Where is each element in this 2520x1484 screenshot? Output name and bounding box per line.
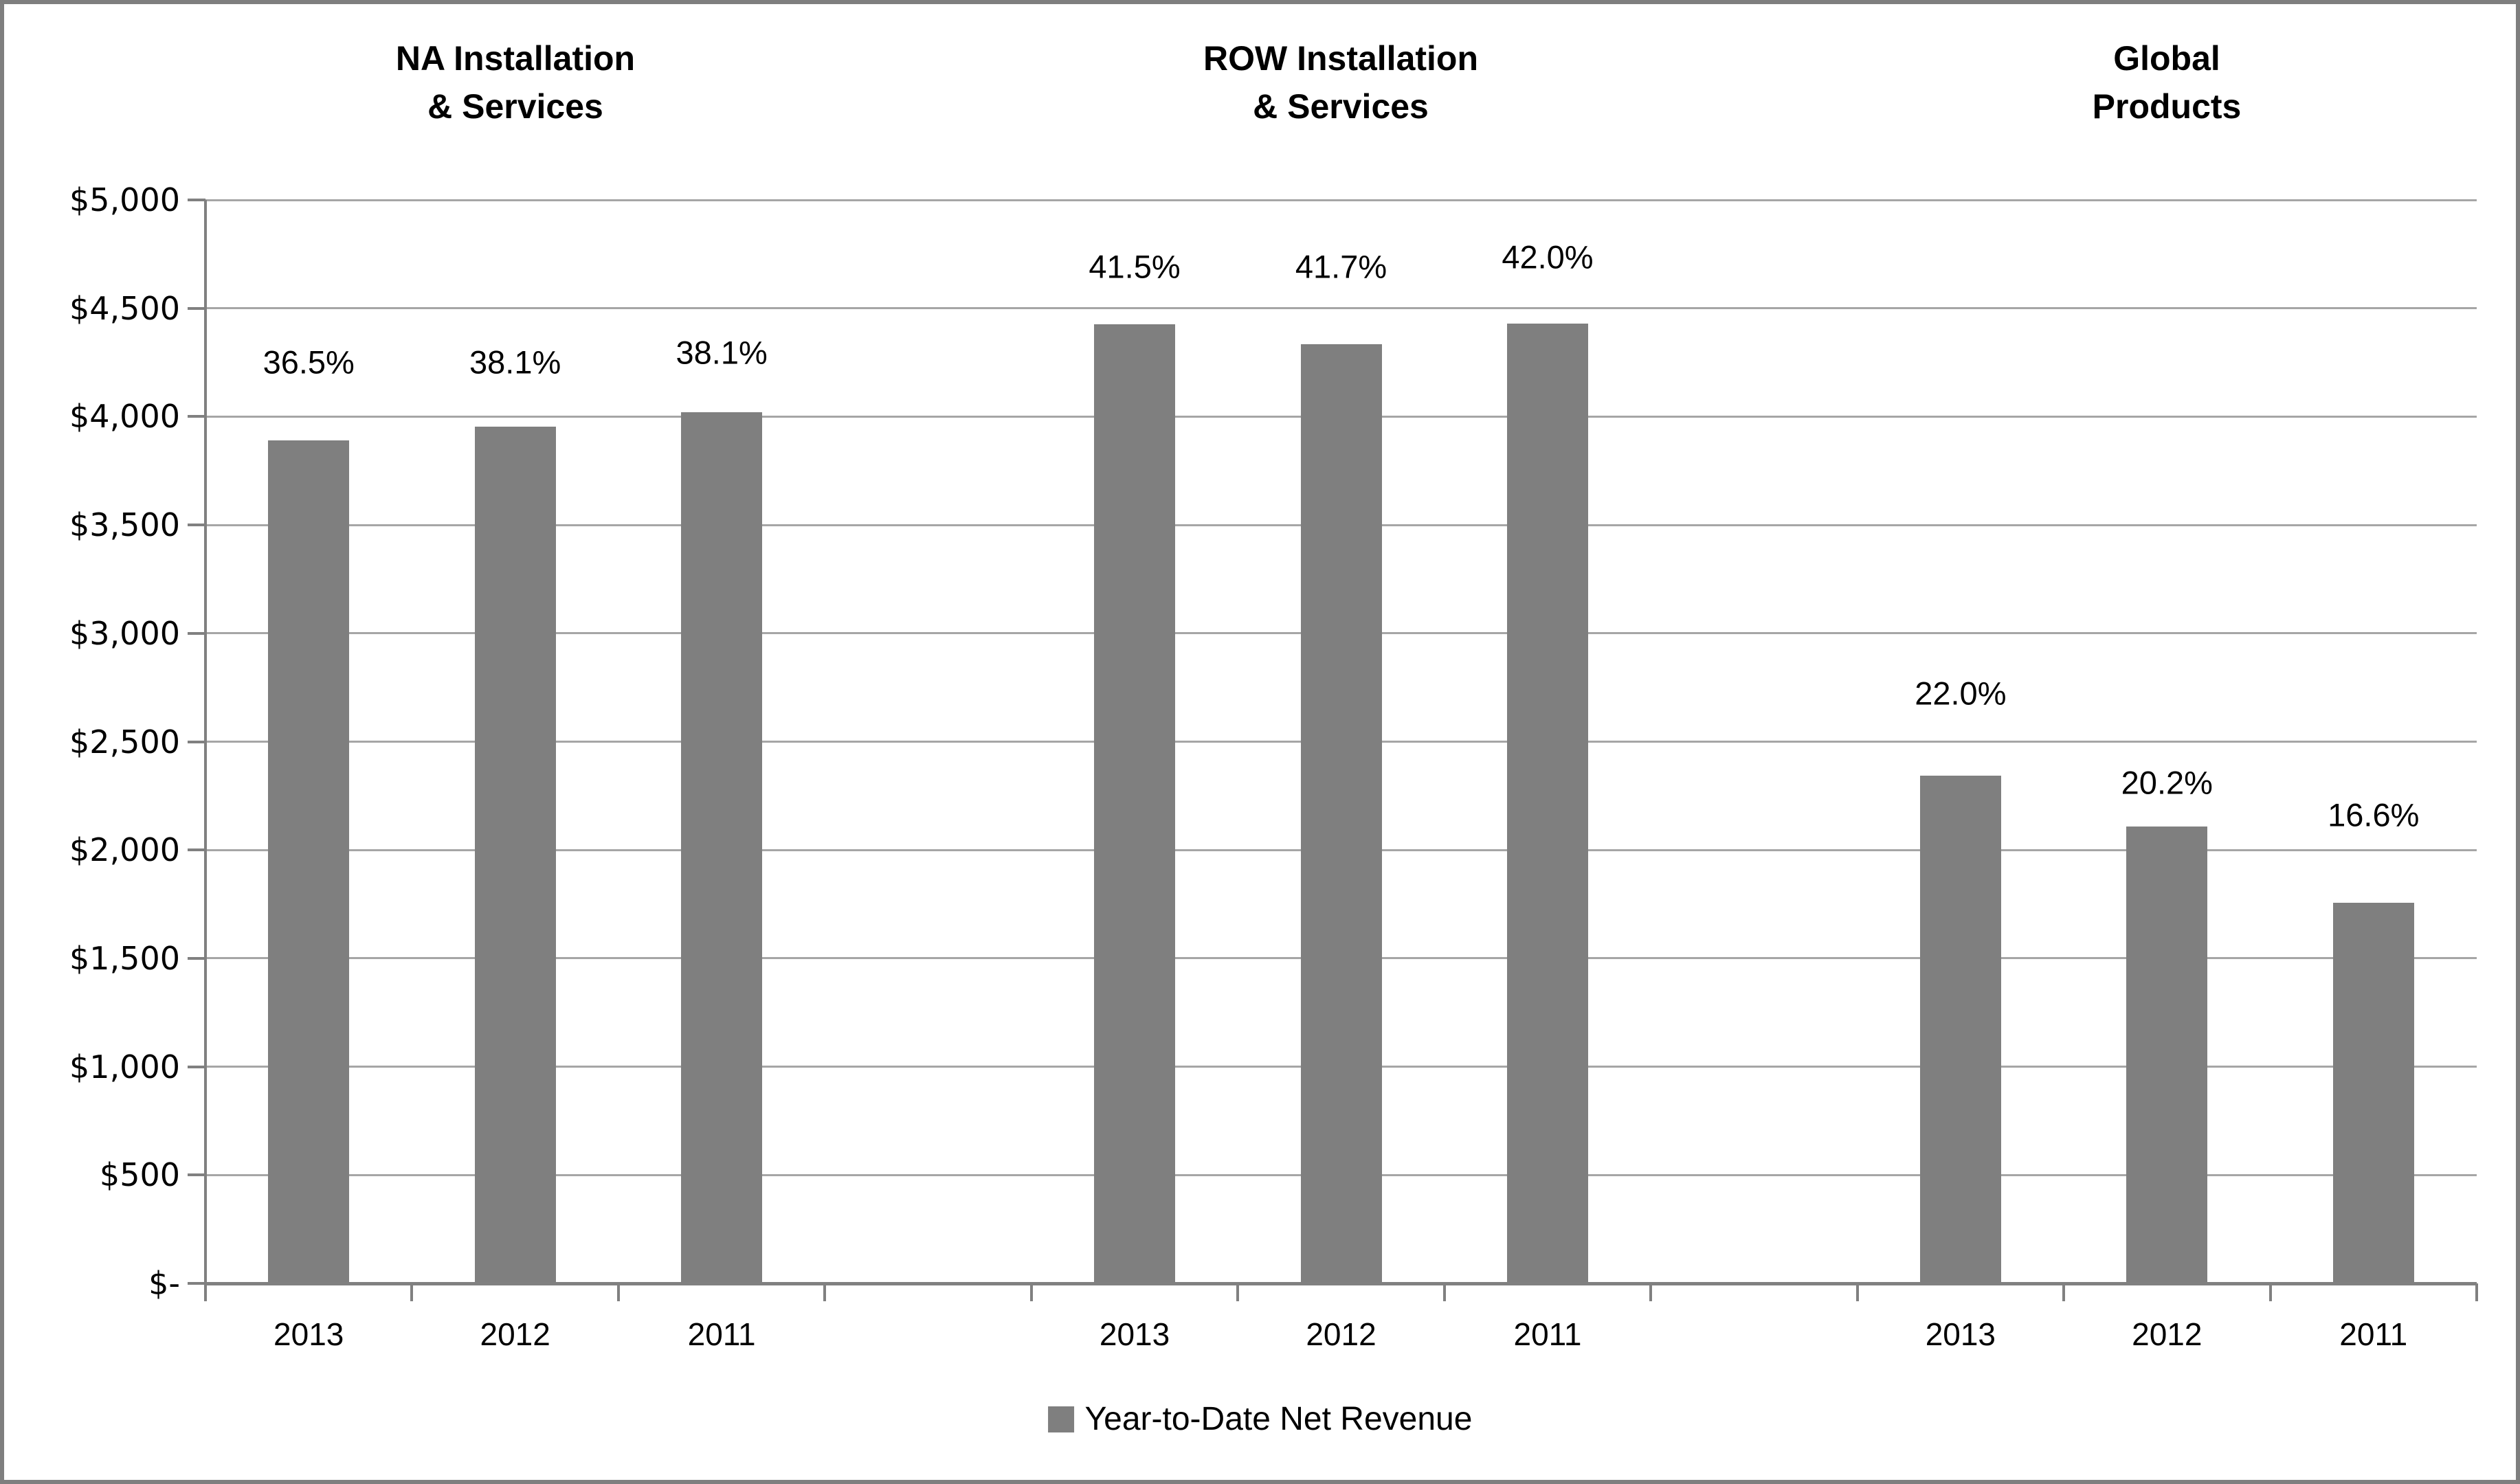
x-axis-year-label: 2013 [274, 1316, 344, 1352]
y-axis-label: $1,500 [69, 939, 180, 977]
y-axis-label: $3,000 [69, 614, 180, 652]
bar [2126, 827, 2208, 1283]
y-axis-line [204, 200, 207, 1286]
bar-percent-label: 16.6% [2328, 796, 2420, 833]
y-axis-label: $5,000 [69, 181, 180, 218]
x-axis-line [205, 1282, 2477, 1285]
group-title: NA Installation & Services [395, 39, 636, 126]
y-axis-tick [188, 1173, 205, 1177]
x-axis-year-label: 2011 [687, 1316, 756, 1352]
bar-percent-label: 42.0% [1502, 238, 1594, 276]
legend-label: Year-to-Date Net Revenue [1084, 1401, 1473, 1437]
x-axis-year-label: 2012 [1306, 1316, 1376, 1352]
bar-percent-label: 38.1% [469, 344, 561, 381]
x-axis-tick [2062, 1283, 2066, 1301]
bar-percent-label: 41.5% [1089, 248, 1181, 285]
y-axis-tick [188, 199, 205, 201]
bar [2332, 903, 2414, 1283]
y-axis-label: $1,000 [69, 1048, 180, 1086]
x-axis-tick [410, 1283, 414, 1301]
x-axis-year-label: 2011 [2339, 1316, 2408, 1352]
x-axis-tick [204, 1283, 207, 1301]
bar [268, 440, 350, 1283]
y-axis-label: $2,500 [69, 723, 180, 761]
bar-percent-label: 41.7% [1295, 248, 1387, 285]
legend: Year-to-Date Net Revenue [1047, 1401, 1473, 1437]
x-axis-year-label: 2011 [1513, 1316, 1582, 1352]
y-axis-label: $4,000 [69, 398, 180, 436]
y-axis-label: $2,000 [69, 831, 180, 869]
x-axis-tick [2475, 1283, 2478, 1301]
legend-swatch-icon [1047, 1406, 1074, 1432]
x-axis-tick [1029, 1283, 1033, 1301]
bar [1094, 324, 1176, 1283]
bar-percent-label: 22.0% [1915, 675, 2007, 712]
x-axis-tick [1236, 1283, 1240, 1301]
bar [681, 412, 763, 1283]
x-axis-tick [2268, 1283, 2272, 1301]
bar [1300, 344, 1382, 1283]
bar-percent-label: 36.5% [263, 344, 355, 381]
gridline [205, 199, 2477, 201]
y-axis-tick [188, 1282, 205, 1285]
y-axis-tick [188, 631, 205, 635]
y-axis-tick [188, 1065, 205, 1068]
x-axis-year-label: 2012 [2132, 1316, 2203, 1352]
x-axis-year-label: 2013 [1925, 1316, 1996, 1352]
x-axis-tick [1855, 1283, 1859, 1301]
y-axis-label: $3,500 [69, 506, 180, 544]
y-axis-tick [188, 848, 205, 852]
bar [1506, 323, 1588, 1283]
x-axis-year-label: 2013 [1099, 1316, 1170, 1352]
y-axis-label: $4,500 [69, 289, 180, 327]
bar-percent-label: 38.1% [676, 334, 768, 371]
y-axis-tick [188, 740, 205, 743]
group-title: ROW Installation & Services [1203, 39, 1478, 126]
group-title: Global Products [2092, 39, 2242, 126]
x-axis-tick [1442, 1283, 1446, 1301]
x-axis-tick [616, 1283, 620, 1301]
x-axis-tick [823, 1283, 827, 1301]
y-axis-tick [188, 956, 205, 960]
y-axis-tick [188, 524, 205, 527]
y-axis-tick [188, 306, 205, 310]
x-axis-tick [1649, 1283, 1653, 1301]
y-axis-tick [188, 415, 205, 418]
bar [474, 426, 556, 1283]
bar-percent-label: 20.2% [2121, 764, 2213, 801]
gridline [205, 307, 2477, 310]
y-axis-label: $500 [99, 1156, 180, 1194]
bar [1919, 776, 2001, 1283]
x-axis-year-label: 2012 [480, 1316, 550, 1352]
y-axis-label: $- [148, 1265, 180, 1302]
